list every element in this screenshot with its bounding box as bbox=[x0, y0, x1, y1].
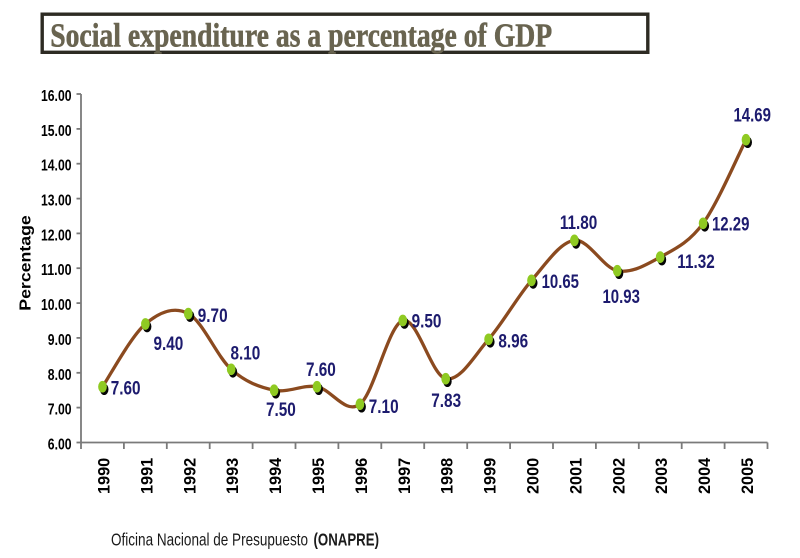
svg-text:14.69: 14.69 bbox=[734, 105, 771, 127]
svg-text:(ONAPRE): (ONAPRE) bbox=[314, 529, 380, 549]
svg-text:9.00: 9.00 bbox=[48, 332, 72, 349]
svg-text:Oficina Nacional de Presupuest: Oficina Nacional de Presupuesto bbox=[111, 529, 308, 549]
svg-text:1992: 1992 bbox=[180, 458, 199, 494]
svg-text:2004: 2004 bbox=[695, 457, 714, 494]
svg-text:6.00: 6.00 bbox=[48, 437, 72, 454]
svg-text:2005: 2005 bbox=[738, 458, 757, 494]
svg-text:10.65: 10.65 bbox=[542, 271, 579, 293]
svg-text:7.00: 7.00 bbox=[48, 402, 72, 419]
svg-text:8.96: 8.96 bbox=[498, 331, 528, 353]
svg-text:2001: 2001 bbox=[566, 458, 585, 494]
svg-text:1994: 1994 bbox=[266, 457, 285, 494]
svg-text:9.40: 9.40 bbox=[154, 333, 184, 355]
svg-text:2000: 2000 bbox=[524, 458, 543, 494]
svg-text:1999: 1999 bbox=[481, 458, 500, 494]
svg-text:1995: 1995 bbox=[309, 458, 328, 494]
svg-text:1996: 1996 bbox=[352, 458, 371, 494]
svg-text:13.00: 13.00 bbox=[41, 193, 72, 210]
svg-text:7.60: 7.60 bbox=[111, 377, 141, 399]
svg-text:7.10: 7.10 bbox=[369, 396, 399, 418]
svg-text:10.93: 10.93 bbox=[603, 286, 640, 308]
svg-text:11.32: 11.32 bbox=[677, 251, 714, 273]
svg-text:2003: 2003 bbox=[652, 458, 671, 494]
svg-text:8.00: 8.00 bbox=[48, 367, 72, 384]
svg-text:8.10: 8.10 bbox=[231, 343, 261, 365]
svg-text:1990: 1990 bbox=[95, 458, 114, 494]
svg-text:12.29: 12.29 bbox=[712, 214, 749, 236]
svg-text:15.00: 15.00 bbox=[41, 123, 72, 140]
svg-text:7.83: 7.83 bbox=[431, 390, 461, 412]
svg-text:16.00: 16.00 bbox=[41, 88, 72, 105]
svg-text:Percentage: Percentage bbox=[18, 215, 35, 311]
svg-text:7.50: 7.50 bbox=[266, 399, 296, 421]
svg-text:7.60: 7.60 bbox=[306, 359, 336, 381]
svg-text:9.50: 9.50 bbox=[412, 311, 442, 333]
svg-text:2002: 2002 bbox=[609, 458, 628, 494]
svg-text:1997: 1997 bbox=[395, 458, 414, 494]
svg-text:Social expenditure as a percen: Social expenditure as a percentage of GD… bbox=[50, 18, 552, 55]
svg-text:12.00: 12.00 bbox=[41, 227, 72, 244]
svg-text:11.80: 11.80 bbox=[560, 212, 597, 234]
svg-text:11.00: 11.00 bbox=[41, 262, 72, 279]
svg-text:1991: 1991 bbox=[137, 458, 156, 494]
svg-text:10.00: 10.00 bbox=[41, 297, 72, 314]
svg-text:9.70: 9.70 bbox=[198, 305, 228, 327]
svg-text:1993: 1993 bbox=[223, 458, 242, 494]
svg-text:14.00: 14.00 bbox=[41, 158, 72, 175]
svg-text:1998: 1998 bbox=[438, 458, 457, 494]
